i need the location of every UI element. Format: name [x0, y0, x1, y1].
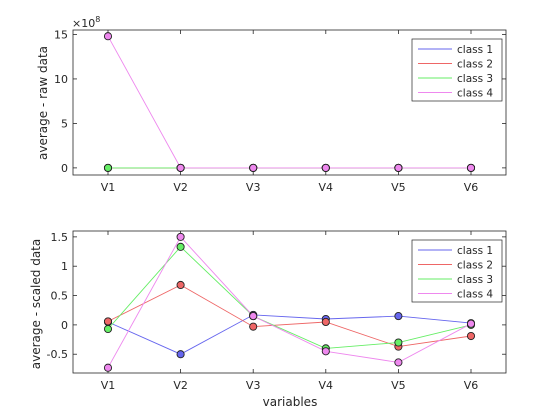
- data-point: [394, 312, 403, 321]
- data-point: [321, 163, 330, 172]
- data-point: [249, 163, 258, 172]
- x-tick-label: V2: [173, 379, 188, 392]
- x-tick-label: V6: [464, 379, 479, 392]
- data-point: [394, 163, 403, 172]
- axes-box: [72, 29, 507, 176]
- data-point: [466, 163, 476, 172]
- y-tick-label: 0: [61, 162, 68, 175]
- data-point: [103, 32, 113, 41]
- data-point: [176, 232, 185, 241]
- legend-label: class 1: [457, 44, 493, 56]
- x-tick-label: V1: [101, 181, 116, 194]
- series-line: [107, 236, 472, 368]
- data-point: [176, 280, 185, 290]
- legend-label: class 2: [457, 260, 493, 272]
- y-tick-label: 5: [61, 117, 68, 130]
- y-tick-label: -0.5: [47, 348, 68, 361]
- data-point: [176, 163, 185, 172]
- series-line: [107, 284, 472, 348]
- series-line: [107, 35, 471, 169]
- data-point: [394, 358, 403, 367]
- exponent-label: ×108: [72, 15, 100, 30]
- data-point: [249, 322, 258, 331]
- data-point: [466, 319, 476, 328]
- y-tick-label: 1.5: [51, 231, 69, 244]
- legend-label: class 1: [457, 245, 493, 257]
- raw-data-plot: 0 5 10 15 V1 V2 V3 V4 V5 V6 class 1 class 2 class 3 c…: [54, 28, 507, 194]
- legend-label: class 4: [457, 289, 493, 301]
- series-line: [107, 246, 472, 349]
- data-point: [466, 331, 476, 341]
- data-point: [321, 347, 330, 356]
- data-point: [249, 312, 258, 321]
- y-tick-label: 0: [61, 319, 68, 332]
- x-axis-label: variables: [263, 395, 318, 409]
- x-tick-label: V4: [319, 181, 334, 194]
- exponent-power: 8: [95, 15, 100, 24]
- y-tick-label: 10: [54, 73, 68, 86]
- series-line: [107, 314, 472, 355]
- y-tick-label: 15: [54, 28, 68, 41]
- y-axis-label: average - raw data: [36, 46, 50, 160]
- data-point: [176, 242, 185, 251]
- axes-box: [72, 230, 507, 374]
- x-tick-label: V2: [173, 181, 188, 194]
- x-tick-label: V3: [246, 379, 261, 392]
- x-tick-label: V5: [391, 181, 406, 194]
- y-tick-label: 0.5: [51, 290, 69, 303]
- x-tick-label: V6: [464, 181, 479, 194]
- y-axis-label: average - scaled data: [29, 239, 43, 369]
- data-point: [103, 163, 113, 172]
- x-tick-label: V1: [101, 379, 116, 392]
- data-point: [176, 350, 185, 359]
- x-tick-label: V3: [246, 181, 261, 194]
- x-tick-label: V4: [319, 379, 334, 392]
- y-tick-label: 1: [61, 260, 68, 273]
- data-point: [103, 363, 113, 372]
- scaled-data-plot: -0.5 0 0.5 1 1.5 V1 V2 V3 V4 V5 V6 class 1 class 2 cl…: [47, 230, 507, 392]
- exponent-base: ×10: [72, 17, 95, 30]
- raw-data-panel: 0 5 10 15 V1 V2 V3 V4 V5 V6 class 1 class 2 class 3 c…: [36, 15, 507, 194]
- x-tick-label: V5: [391, 379, 406, 392]
- legend-label: class 3: [457, 274, 493, 286]
- data-point: [103, 324, 113, 334]
- data-point: [321, 317, 330, 327]
- data-point: [394, 338, 403, 347]
- legend-label: class 3: [457, 73, 493, 85]
- data-point: [103, 317, 113, 326]
- legend-label: class 2: [457, 59, 493, 71]
- scaled-data-panel: -0.5 0 0.5 1 1.5 V1 V2 V3 V4 V5 V6 class 1 class 2 cl…: [29, 230, 507, 409]
- legend-box: [411, 239, 503, 303]
- legend-label: class 4: [457, 88, 493, 100]
